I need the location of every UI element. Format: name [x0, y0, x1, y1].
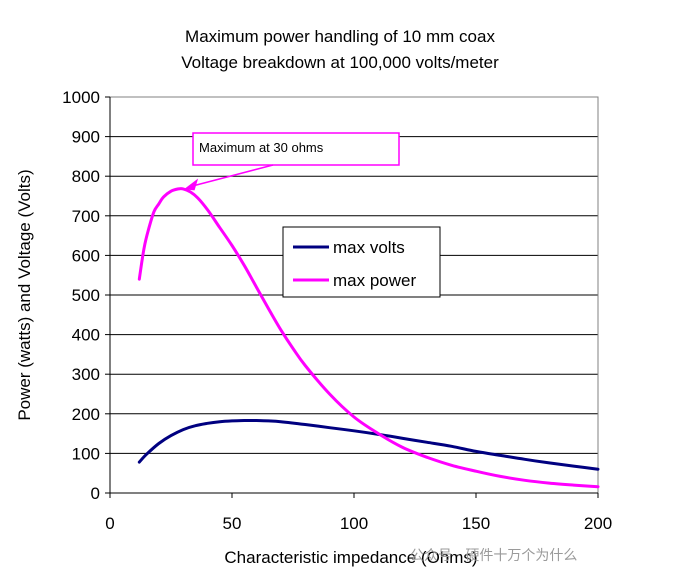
- legend-box: [282, 226, 441, 298]
- x-tick-label: 200: [584, 514, 612, 533]
- x-tick-label: 100: [340, 514, 368, 533]
- y-tick-label: 600: [72, 246, 100, 265]
- chart-title: Maximum power handling of 10 mm coax: [185, 27, 495, 46]
- legend-label-max-power: max power: [333, 271, 416, 290]
- x-tick-label: 150: [462, 514, 490, 533]
- x-tick-label: 0: [105, 514, 114, 533]
- y-tick-label: 900: [72, 128, 100, 147]
- y-tick-label: 0: [91, 484, 100, 503]
- x-axis-label: Characteristic impedance (Ohms): [224, 548, 477, 567]
- y-tick-label: 400: [72, 326, 100, 345]
- annotation-text: Maximum at 30 ohms: [199, 140, 324, 155]
- y-tick-label: 200: [72, 405, 100, 424]
- watermark: 公众号 · 硬件十万个为什么: [410, 548, 577, 564]
- annotation-box: [192, 132, 400, 166]
- y-tick-label: 100: [72, 444, 100, 463]
- legend-label-max-volts: max volts: [333, 238, 405, 257]
- annotation-leader: [189, 164, 274, 188]
- y-axis-label: Power (watts) and Voltage (Volts): [15, 169, 34, 420]
- y-tick-label: 1000: [62, 88, 100, 107]
- y-tick-label: 800: [72, 167, 100, 186]
- y-tick-label: 300: [72, 365, 100, 384]
- plot-area: 0 100 200 300 400 500 600 700 800 900 1000 0 50 100 15…: [62, 88, 612, 533]
- series-line-max-power: [137, 187, 600, 489]
- chart-subtitle: Voltage breakdown at 100,000 volts/meter: [181, 53, 499, 72]
- annotation-arrowhead: [183, 178, 199, 191]
- series-line-max-volts: [137, 418, 600, 471]
- y-tick-label: 700: [72, 207, 100, 226]
- y-tick-label: 500: [72, 286, 100, 305]
- x-tick-label: 50: [223, 514, 242, 533]
